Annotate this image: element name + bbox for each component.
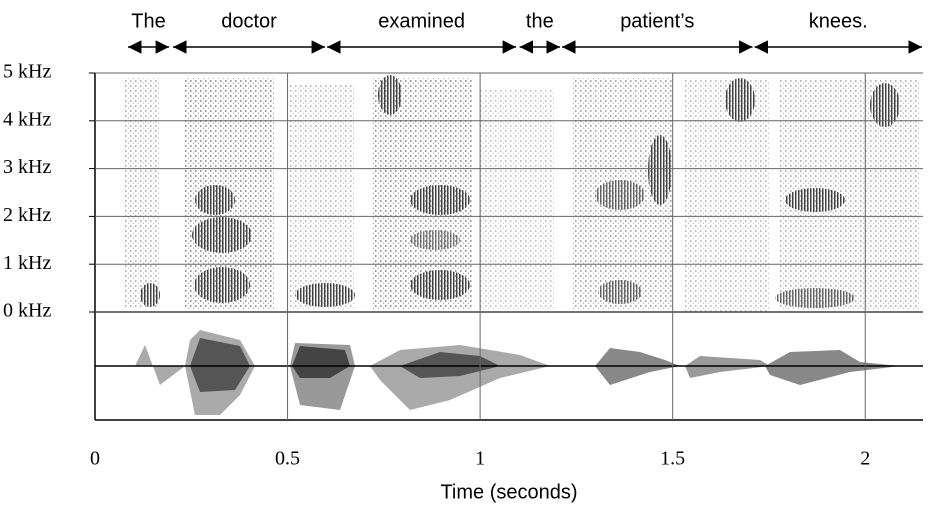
y-tick-label: 5 kHz — [3, 61, 51, 83]
y-tick-label: 4 kHz — [3, 108, 51, 130]
word-label: examined — [378, 10, 465, 32]
word-label: The — [131, 10, 165, 32]
word-label: doctor — [221, 10, 277, 32]
y-tick-label: 1 kHz — [3, 252, 51, 274]
y-tick-label: 0 kHz — [3, 300, 51, 322]
x-axis-label: Time (seconds) — [440, 481, 577, 503]
x-tick-label: 0 — [90, 448, 100, 470]
x-tick-label: 1 — [475, 448, 485, 470]
x-tick-label: 0.5 — [275, 448, 300, 470]
x-tick-label: 1.5 — [660, 448, 685, 470]
word-label: patient’s — [620, 10, 694, 32]
y-tick-label: 2 kHz — [3, 204, 51, 226]
word-label: knees. — [809, 10, 868, 32]
waveform — [135, 330, 900, 415]
y-tick-label: 3 kHz — [3, 156, 51, 178]
spectrogram-texture — [125, 75, 920, 312]
word-label: the — [526, 10, 554, 32]
x-tick-label: 2 — [860, 448, 870, 470]
